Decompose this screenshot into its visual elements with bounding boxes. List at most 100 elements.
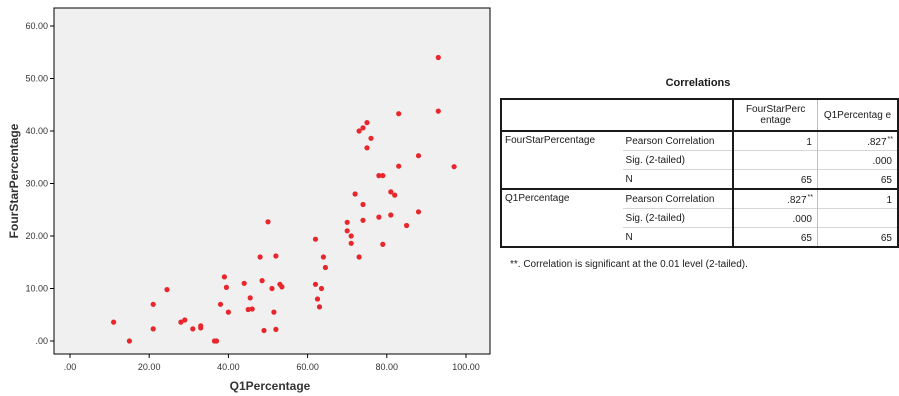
cell-value: 65 <box>800 175 812 186</box>
y-tick-label: 60.00 <box>25 21 48 31</box>
x-tick-label: .00 <box>64 362 77 372</box>
data-point <box>150 301 156 307</box>
data-point <box>217 301 224 307</box>
data-point <box>396 163 402 169</box>
stat-label: N <box>622 227 734 248</box>
x-tick-label: 40.00 <box>217 362 240 372</box>
stat-label: Pearson Correlation <box>622 130 734 151</box>
x-axis-ticks: .00 20.00 40.00 60.00 80.00 100.00 <box>64 354 480 372</box>
data-point <box>376 173 382 179</box>
cell-fourstar: 65 <box>732 227 818 248</box>
cell-value: 1 <box>886 195 892 206</box>
col-header-q1: Q1Percentag e <box>816 98 899 131</box>
stat-label: N <box>622 169 734 189</box>
data-point <box>376 214 382 220</box>
data-point <box>314 296 321 302</box>
data-point <box>271 309 277 315</box>
stat-label: Pearson Correlation <box>622 188 734 209</box>
data-point <box>273 253 279 259</box>
correlations-table: FourStarPerc entage Q1Percentag e FourSt… <box>499 98 899 248</box>
table-header-row: FourStarPerc entage Q1Percentag e <box>499 98 899 131</box>
data-point <box>320 254 326 260</box>
table-row: N 65 65 <box>501 227 899 248</box>
data-point <box>225 309 231 315</box>
data-point <box>261 327 267 334</box>
cell-value: .827 <box>867 137 887 148</box>
x-tick-label: 80.00 <box>376 362 399 372</box>
data-point <box>247 295 253 301</box>
data-point <box>265 219 271 225</box>
data-point <box>269 285 275 292</box>
data-point <box>451 164 457 170</box>
cell-value: 1 <box>806 137 812 148</box>
footnote-area <box>500 252 899 274</box>
data-point <box>312 281 319 287</box>
data-point <box>388 189 394 195</box>
y-axis-ticks: .00 10.00 20.00 30.00 40.00 50.00 60.00 <box>25 21 54 346</box>
data-point <box>360 217 366 223</box>
data-point <box>249 306 255 312</box>
table-row: Sig. (2-tailed) .000 <box>501 208 899 228</box>
data-point <box>435 108 441 114</box>
cell-q1: .000 <box>816 150 899 170</box>
data-point <box>312 236 319 242</box>
data-point <box>245 306 251 313</box>
data-point <box>356 254 362 260</box>
data-point <box>318 285 325 292</box>
data-point <box>344 219 350 225</box>
cell-q1: .827** <box>816 130 899 151</box>
cell-value: 65 <box>880 175 892 186</box>
data-point <box>150 326 156 332</box>
data-point <box>348 240 354 246</box>
data-point <box>259 278 265 284</box>
y-tick-label: .00 <box>35 336 48 346</box>
cell-value: .000 <box>792 214 812 225</box>
col-header-fourstar: FourStarPerc entage <box>732 98 818 131</box>
data-point <box>257 254 263 260</box>
cell-fourstar: .827** <box>732 188 818 209</box>
data-point <box>344 228 350 234</box>
data-point <box>368 135 374 141</box>
header-blank-cell <box>499 98 734 131</box>
data-point <box>380 241 386 247</box>
data-point <box>322 264 328 271</box>
data-point <box>360 125 366 131</box>
data-point <box>273 326 279 332</box>
table-row: Q1Percentage Pearson Correlation .827** 1 <box>500 188 899 248</box>
data-point <box>279 284 285 290</box>
cell-q1 <box>816 208 899 228</box>
data-point <box>435 54 441 61</box>
data-point <box>111 319 117 325</box>
data-point <box>221 274 227 280</box>
cell-value: 65 <box>880 233 892 244</box>
cell-value: .827 <box>787 195 807 206</box>
data-point <box>190 326 196 332</box>
data-point <box>396 111 402 117</box>
data-point <box>126 338 132 344</box>
x-tick-label: 60.00 <box>296 362 319 372</box>
cell-value: .000 <box>872 156 892 167</box>
y-tick-label: 50.00 <box>25 74 48 84</box>
data-point <box>360 201 366 208</box>
y-tick-label: 40.00 <box>25 126 48 136</box>
data-point <box>198 323 204 329</box>
x-axis-title: Q1Percentage <box>230 379 311 393</box>
stat-label: Sig. (2-tailed) <box>622 150 734 170</box>
significance-marker: ** <box>887 136 893 143</box>
cell-q1: 1 <box>816 188 899 209</box>
data-point <box>364 145 370 151</box>
y-tick-label: 30.00 <box>25 179 48 189</box>
significance-marker: ** <box>807 194 813 201</box>
table-footnote: **. Correlation is significant at the 0.… <box>510 259 748 270</box>
data-point <box>352 191 358 197</box>
scatter-plot: .00 10.00 20.00 30.00 40.00 50.00 60.00 .00 20.… <box>7 7 491 393</box>
data-point <box>364 120 370 126</box>
data-point <box>223 284 229 290</box>
row-group-label: FourStarPercentage <box>500 130 623 189</box>
plot-area <box>53 7 491 355</box>
cell-fourstar: 1 <box>732 130 818 151</box>
data-point <box>392 192 398 198</box>
data-point <box>178 319 184 325</box>
y-axis-title: FourStarPercentage <box>7 123 21 238</box>
data-point <box>164 287 170 293</box>
